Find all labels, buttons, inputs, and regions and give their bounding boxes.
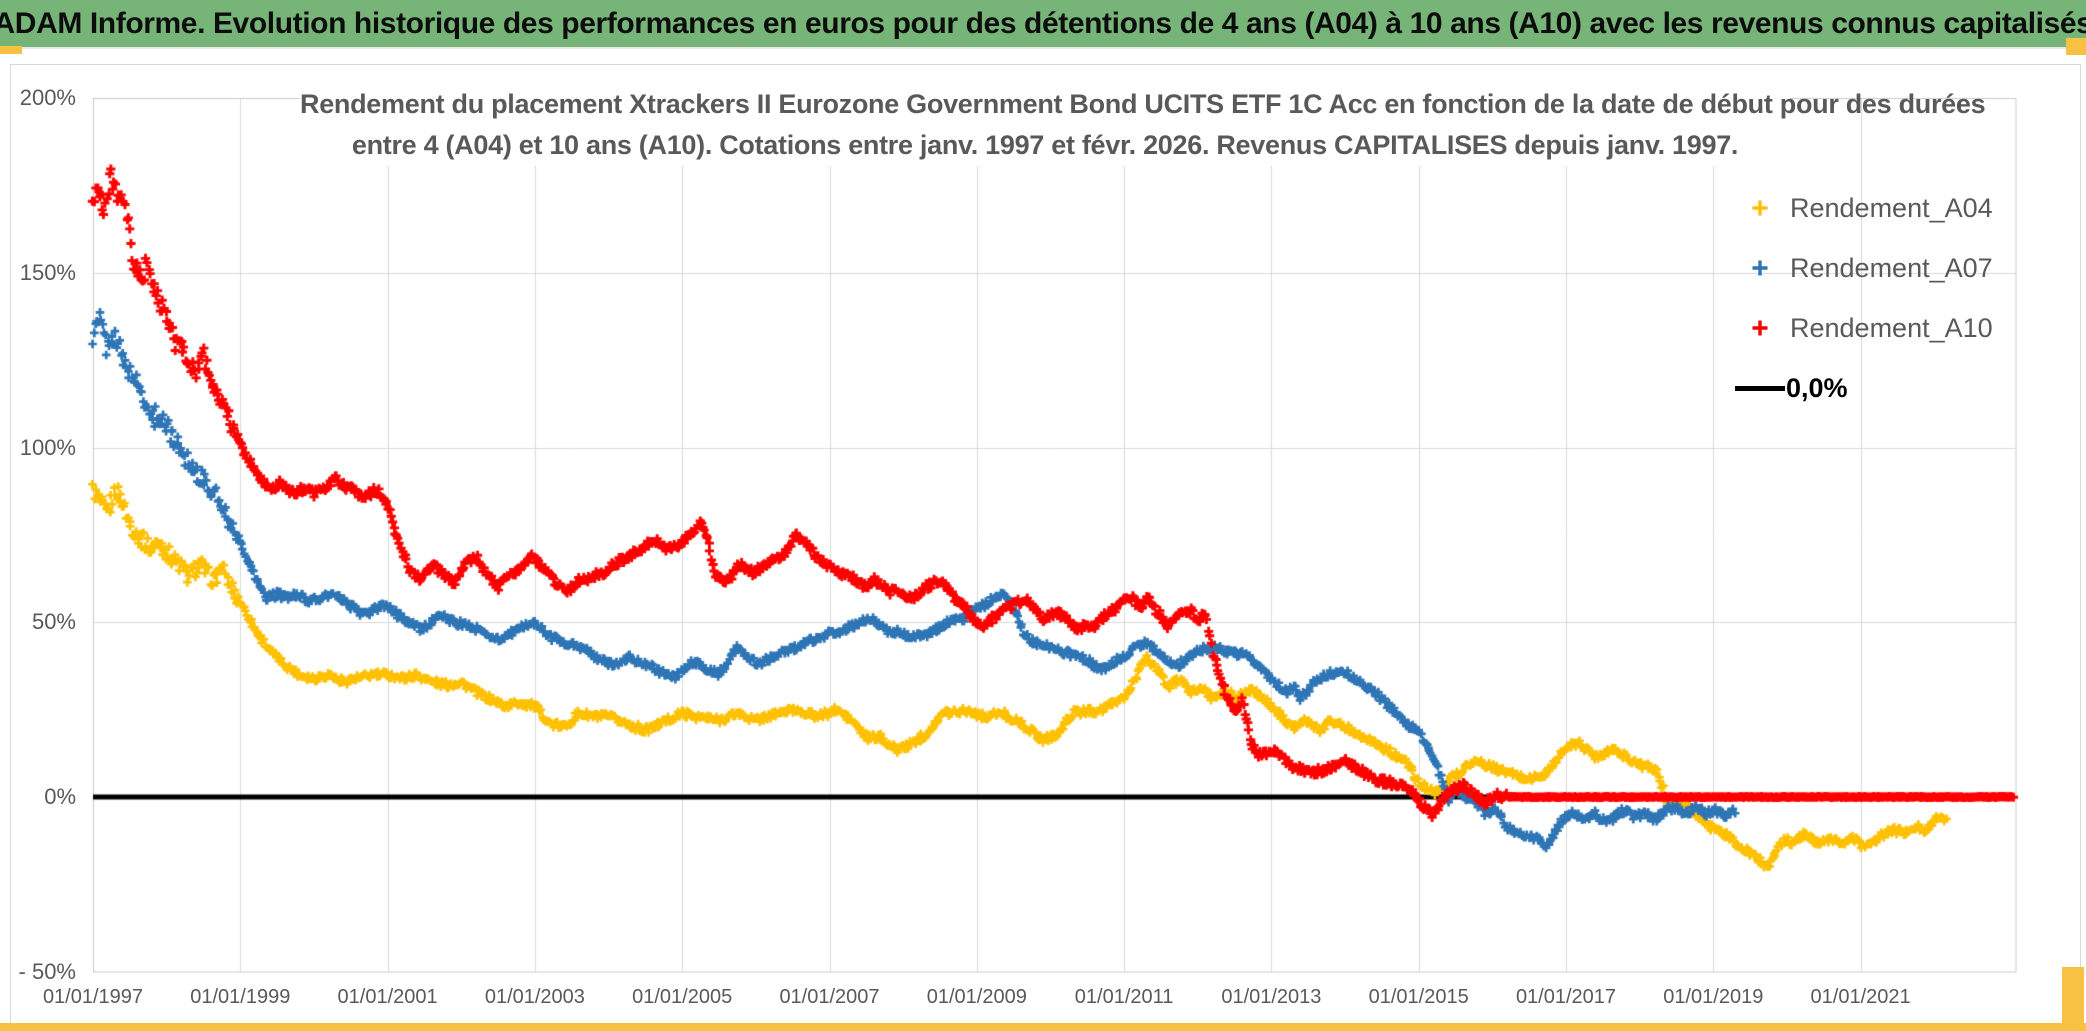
legend-item-label: Rendement_A10 <box>1790 312 1993 343</box>
chart-title[interactable]: Rendement du placement Xtrackers II Euro… <box>300 84 1986 166</box>
y-axis-label: 150% <box>19 260 76 285</box>
y-axis-label: 200% <box>19 85 76 111</box>
legend-item[interactable]: 0,0% <box>1734 358 1993 418</box>
x-axis-label: 01/01/2011 <box>1074 986 1174 1008</box>
legend[interactable]: Rendement_A04 Rendement_A07 Rendement_A10 0… <box>1734 178 1993 418</box>
plus-marker-icon <box>1734 197 1786 219</box>
x-axis-label: 01/01/2007 <box>779 986 880 1008</box>
y-axis-label: 50% <box>31 609 76 635</box>
gold-accent-top-left <box>0 46 22 54</box>
gold-accent-top-right <box>2066 38 2086 55</box>
x-axis-label: 01/01/2021 <box>1810 986 1911 1008</box>
legend-item-label: Rendement_A07 <box>1790 252 1993 283</box>
x-axis-label: 01/01/2013 <box>1221 986 1322 1008</box>
plus-marker-icon <box>1734 257 1786 279</box>
x-axis-label: 01/01/1997 <box>42 986 144 1008</box>
x-axis-label: 01/01/2001 <box>337 986 438 1008</box>
legend-item-label: Rendement_A04 <box>1790 192 1993 223</box>
x-axis-label: 01/01/2003 <box>484 986 585 1008</box>
plus-marker-icon <box>1734 317 1786 339</box>
x-axis-label: 01/01/1999 <box>190 986 291 1008</box>
x-axis-label: 01/01/2009 <box>926 986 1027 1008</box>
gold-accent-right-bar <box>2062 967 2084 1024</box>
chart-title-line1: Rendement du placement Xtrackers II Euro… <box>300 89 1986 119</box>
y-axis-label: 100% <box>19 434 76 460</box>
gold-accent-bottom-strip <box>0 1023 2086 1031</box>
legend-item[interactable]: Rendement_A04 <box>1734 178 1993 238</box>
x-axis-label: 01/01/2005 <box>632 986 733 1008</box>
legend-item[interactable]: Rendement_A07 <box>1734 238 1993 298</box>
x-axis-label: 01/01/2017 <box>1515 986 1617 1008</box>
legend-item[interactable]: Rendement_A10 <box>1734 298 1993 358</box>
y-axis-label: 0% <box>44 784 76 809</box>
legend-item-label: 0,0% <box>1786 372 1848 403</box>
x-axis-label: 01/01/2019 <box>1663 986 1764 1008</box>
x-axis-label: 01/01/2015 <box>1368 986 1469 1008</box>
chart-title-line2: entre 4 (A04) et 10 ans (A10). Cotations… <box>351 130 1739 160</box>
y-axis-label: - 50% <box>18 958 76 984</box>
zero-line-swatch <box>1734 385 1786 391</box>
